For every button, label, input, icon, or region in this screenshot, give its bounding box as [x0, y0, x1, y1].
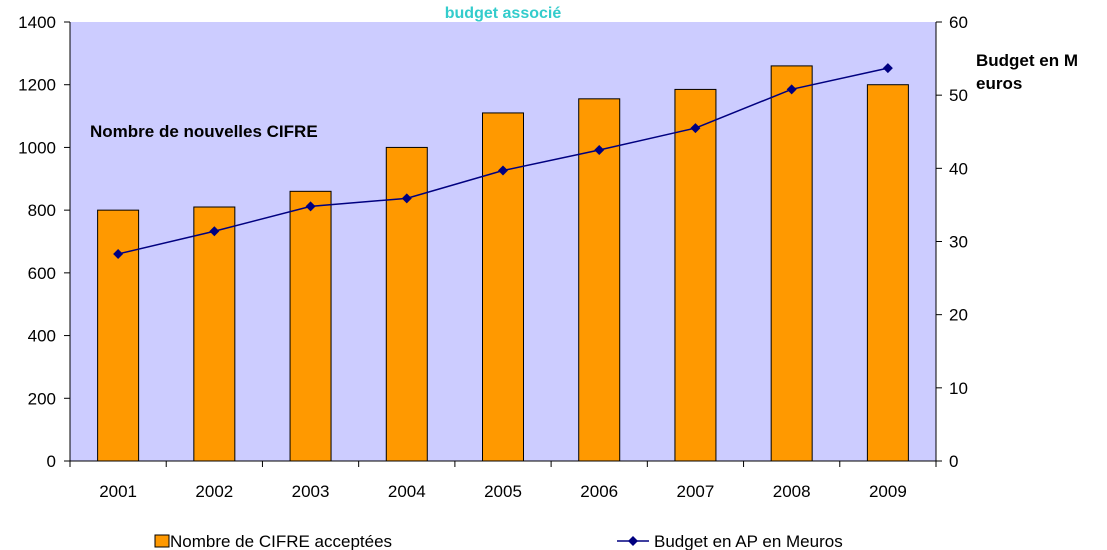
line-point	[594, 145, 605, 156]
right-axis-label-line-2: euros	[976, 74, 1022, 93]
line-point	[401, 193, 412, 204]
left-tick-label: 600	[28, 264, 56, 283]
left-axis-label: Nombre de nouvelles CIFRE	[90, 122, 318, 141]
right-axis-label-line-1: Budget en M	[976, 51, 1078, 70]
bar	[866, 84, 909, 462]
line-point	[113, 248, 124, 259]
legend-bar-label: Nombre de CIFRE acceptées	[170, 532, 392, 550]
line-point	[209, 226, 220, 237]
legend-line-marker	[628, 536, 638, 546]
left-tick-label: 1400	[18, 13, 56, 32]
line-point	[498, 165, 508, 176]
right-tick-label: 40	[949, 159, 968, 178]
legend: Nombre de CIFRE acceptées Budget en AP e…	[154, 532, 843, 550]
left-tick-label: 800	[28, 201, 56, 220]
x-tick-label: 2001	[99, 482, 137, 501]
bar	[482, 112, 524, 462]
chart-title: budget associé	[445, 5, 562, 22]
right-tick-label: 60	[949, 13, 968, 32]
x-tick-label: 2005	[484, 482, 522, 501]
x-tick-label: 2009	[869, 482, 907, 501]
x-tick-label: 2007	[677, 482, 715, 501]
right-tick-label: 20	[949, 306, 968, 325]
line-series	[113, 63, 893, 259]
right-tick-label: 30	[949, 233, 968, 252]
x-tick-label: 2006	[580, 482, 618, 501]
bar	[770, 65, 813, 462]
left-tick-label: 400	[28, 327, 56, 346]
right-tick-label: 10	[949, 379, 968, 398]
left-tick-label: 1200	[18, 76, 56, 95]
bar	[193, 206, 236, 462]
x-tick-label: 2003	[292, 482, 330, 501]
left-tick-label: 0	[47, 452, 56, 471]
right-tick-label: 0	[949, 452, 958, 471]
legend-bar-swatch	[154, 534, 170, 548]
left-tick-label: 200	[28, 389, 56, 408]
bar	[289, 190, 332, 462]
axes: 0 200 400 600 800 1000 1200 1400 0 10 20 30 40 50 60 20…	[18, 13, 968, 501]
x-tick-label: 2008	[773, 482, 811, 501]
bar	[97, 209, 140, 462]
legend-line-label: Budget en AP en Meuros	[654, 532, 843, 550]
x-tick-label: 2004	[388, 482, 426, 501]
line-point	[690, 123, 701, 134]
bar-series	[97, 65, 909, 462]
line-point	[786, 84, 797, 95]
line-point	[882, 63, 893, 74]
bar	[674, 88, 717, 462]
x-tick-label: 2002	[195, 482, 233, 501]
right-tick-label: 50	[949, 86, 968, 105]
line-point	[305, 201, 316, 212]
left-tick-label: 1000	[18, 138, 56, 157]
